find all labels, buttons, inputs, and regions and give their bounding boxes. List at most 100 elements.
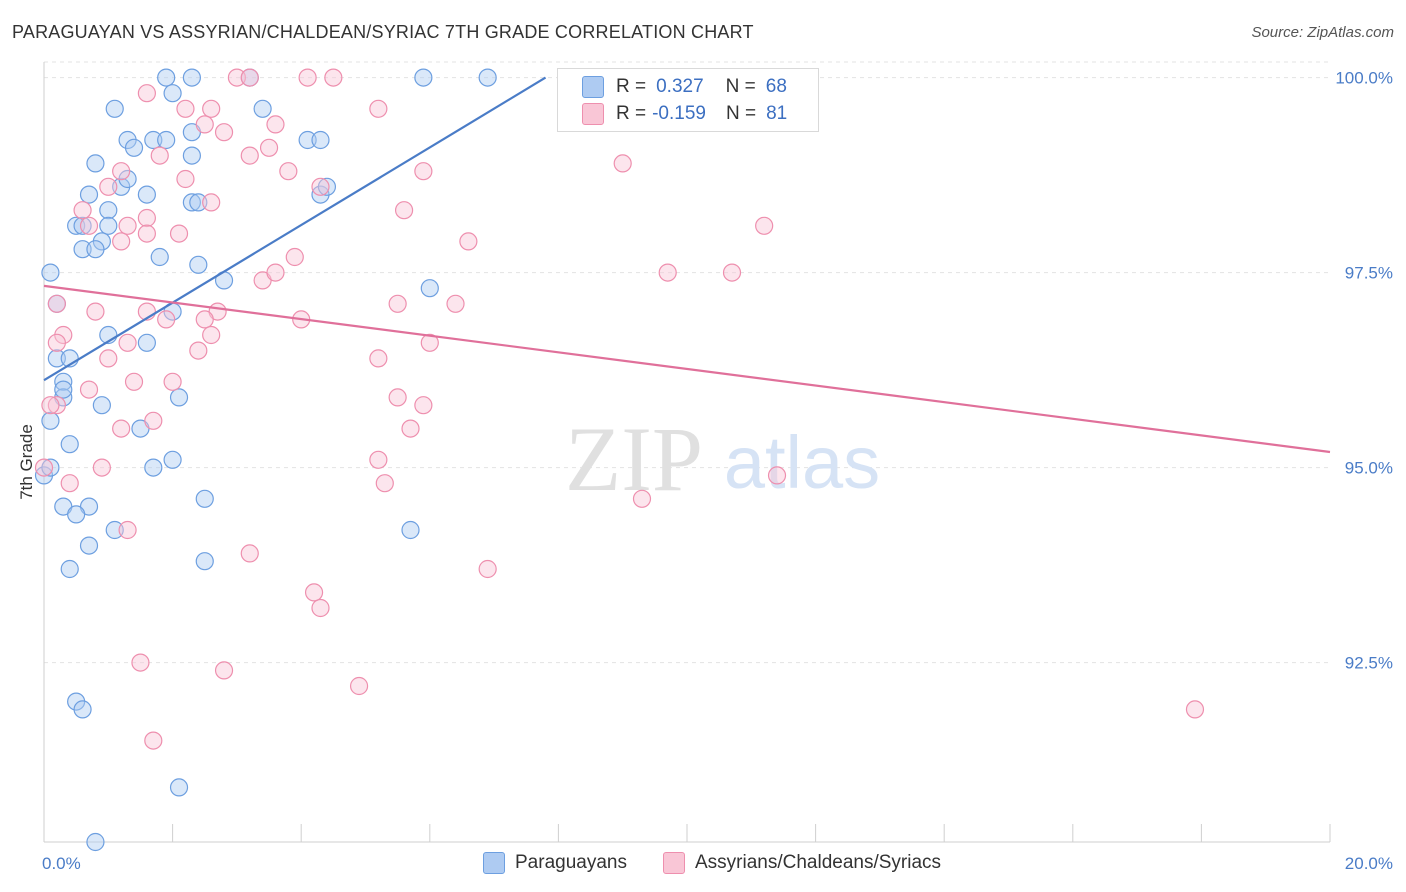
scatter-point [112, 162, 131, 181]
scatter-point [41, 396, 60, 415]
scatter-point [169, 388, 189, 407]
scatter-point [1185, 700, 1205, 719]
scatter-point [285, 247, 304, 267]
scatter-point [118, 520, 137, 540]
legend-swatch-pink [582, 103, 604, 125]
scatter-point [176, 169, 195, 189]
axes [43, 62, 1331, 843]
scatter-point [92, 396, 111, 415]
scatter-point [459, 232, 478, 251]
scatter-point [279, 162, 298, 181]
scatter-point [34, 458, 54, 477]
x-tick-label: 0.0% [42, 854, 81, 873]
scatter-point [99, 177, 118, 196]
scatter-point [118, 333, 137, 352]
y-tick-label: 97.5% [1345, 264, 1393, 283]
scatter-point [253, 99, 272, 118]
scatter-point [73, 216, 92, 235]
legend-r-value: -0.159 [652, 103, 706, 124]
bottom-legend-assyrians: Assyrians/Chaldeans/Syriacs [663, 852, 941, 874]
scatter-point [150, 146, 169, 165]
scatter-point [227, 68, 246, 87]
legend-n-value: 68 [765, 76, 787, 97]
scatter-point [137, 84, 156, 103]
scatter-point [613, 154, 632, 173]
scatter-point [157, 310, 176, 329]
y-axis-label: 7th Grade [17, 424, 36, 500]
scatter-point [195, 489, 214, 508]
scatter-point [446, 294, 465, 313]
scatter-point [240, 544, 259, 563]
scatter-point [369, 99, 388, 118]
scatter-point [658, 263, 677, 282]
scatter-point [41, 458, 60, 477]
scatter-point [150, 247, 169, 267]
scatter-point [105, 99, 124, 118]
scatter-point [478, 559, 497, 579]
scatter-point [79, 216, 99, 235]
scatter-point [266, 115, 285, 134]
scatter-point [317, 177, 337, 196]
scatter-point [137, 333, 156, 352]
y-tick-label: 95.0% [1345, 459, 1393, 478]
scatter-point [311, 598, 330, 618]
scatter-point [189, 341, 208, 360]
legend-n-label: N = [725, 76, 756, 97]
scatter-point [414, 396, 433, 415]
scatter-point [157, 130, 176, 150]
legend-row-paraguayans: R = 0.327 N = 68 [582, 75, 787, 99]
x-tick-label: 20.0% [1345, 854, 1393, 873]
scatter-point [189, 193, 208, 212]
scatter-point [202, 99, 221, 118]
scatter-point [67, 216, 86, 235]
scatter-point [266, 263, 285, 282]
scatter-point [99, 201, 118, 220]
legend-r-label: R = [616, 76, 647, 97]
scatter-point [214, 661, 234, 680]
scatter-point [240, 68, 259, 87]
scatter-point [144, 458, 163, 477]
scatter-point [369, 349, 388, 368]
scatter-point [722, 263, 742, 282]
scatter-point [169, 778, 189, 797]
scatter-point [632, 489, 652, 508]
y-tick-label: 92.5% [1345, 654, 1393, 673]
scatter-point [86, 832, 105, 852]
scatter-point [414, 68, 433, 87]
watermark-atlas: atlas [724, 421, 880, 504]
scatter-point [86, 240, 105, 259]
scatter-point [311, 130, 330, 150]
scatter-point [157, 68, 176, 87]
scatter-point [131, 653, 150, 672]
scatter-point [388, 294, 407, 313]
scatter-point [195, 552, 214, 571]
bottom-legend-swatch-pink [663, 852, 685, 874]
scatter-point [478, 68, 497, 87]
scatter-point [41, 263, 60, 282]
scatter-point [388, 388, 407, 407]
scatter-point [99, 349, 118, 368]
scatter-point [298, 130, 317, 150]
scatter-point [304, 583, 324, 602]
scatter-point [124, 372, 144, 391]
legend-row-assyrians: R = -0.159 N = 81 [582, 102, 788, 126]
scatter-point [47, 294, 66, 313]
scatter-point [202, 325, 221, 345]
scatter-point [92, 458, 111, 477]
scatter-point [414, 162, 433, 181]
scatter-point [112, 232, 131, 251]
trend-line [43, 76, 547, 382]
legend-n-label: N = [725, 103, 757, 124]
scatter-point [60, 474, 79, 493]
scatter-point [163, 84, 182, 103]
legend-n-value: 81 [766, 103, 788, 124]
scatter-point [144, 411, 163, 430]
scatter-point [349, 676, 369, 696]
stats-legend: R = 0.327 N = 68 R = -0.159 N = 81 [557, 68, 819, 132]
scatter-point [420, 333, 439, 352]
scatter-point [105, 520, 124, 540]
legend-r-value: 0.327 [656, 76, 704, 97]
trend-line [43, 284, 1331, 454]
bottom-legend-label: Paraguayans [515, 852, 627, 873]
